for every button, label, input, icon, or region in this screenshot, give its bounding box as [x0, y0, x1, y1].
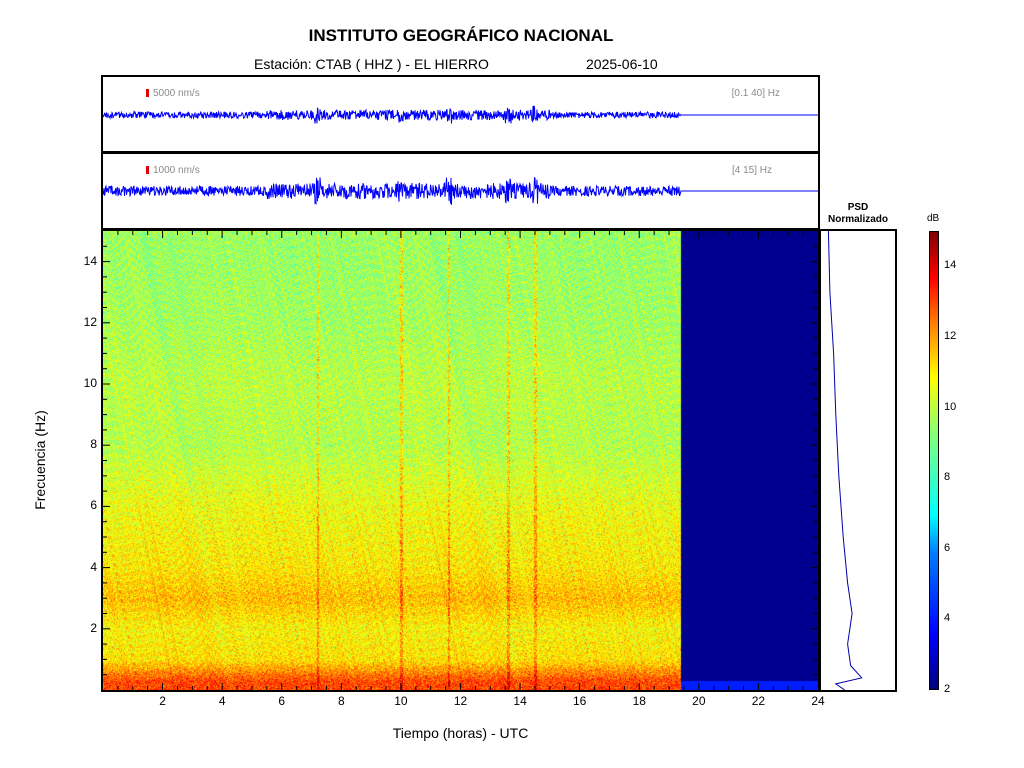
page-title: INSTITUTO GEOGRÁFICO NACIONAL — [308, 26, 614, 45]
station-label: Estación: CTAB ( HHZ ) - EL HIERRO — [254, 56, 489, 72]
colorbar-tick-label: 8 — [944, 471, 951, 484]
broadband-trace-plot — [103, 105, 818, 124]
psd-curve-plot — [827, 231, 863, 690]
y-tick-label: 8 — [90, 437, 97, 452]
frequency-band-label: [4 15] Hz — [731, 165, 772, 176]
x-tick-label: 14 — [513, 694, 527, 708]
psd-panel — [819, 229, 897, 692]
broadband-seismogram: 5000 nm/s [0.1 40] Hz — [101, 75, 820, 153]
y-axis-label: Frecuencia (Hz) — [32, 410, 48, 510]
x-tick-label: 4 — [218, 694, 226, 708]
x-tick-label: 20 — [692, 694, 706, 708]
y-tick-label: 12 — [83, 314, 97, 329]
x-tick-label: 2 — [159, 694, 166, 708]
amplitude-scale-label: 1000 nm/s — [153, 165, 200, 176]
x-tick-label: 24 — [811, 694, 825, 708]
x-tick-label: 10 — [394, 694, 408, 708]
colorbar-tick-label: 12 — [944, 329, 957, 342]
x-tick-label: 6 — [278, 694, 286, 708]
colorbar-tick-label: 4 — [944, 612, 951, 625]
psd-title: PSD Normalizado — [819, 202, 897, 226]
colorbar-tick-label: 6 — [944, 541, 951, 554]
colorbar-tick-label: 2 — [944, 683, 951, 695]
x-tick-label: 8 — [337, 694, 345, 708]
x-tick-label: 16 — [572, 694, 587, 708]
y-tick-label: 10 — [83, 376, 97, 390]
filtered-trace-plot — [103, 176, 818, 206]
spectrogram-image — [103, 231, 818, 690]
amplitude-scale-bar — [146, 89, 149, 97]
spectrogram-ticks — [103, 231, 818, 690]
colorbar-tick-label: 10 — [944, 400, 957, 413]
amplitude-scale-bar — [146, 166, 149, 174]
y-tick-label: 4 — [90, 559, 97, 574]
x-axis-label: Tiempo (horas) - UTC — [392, 725, 529, 741]
date-label: 2025-06-10 — [586, 56, 658, 72]
psd-title-line2: Normalizado — [827, 214, 888, 225]
seismogram-trace — [103, 105, 818, 124]
x-tick-label: 18 — [632, 694, 646, 708]
filtered-seismogram: 1000 nm/s [4 15] Hz — [101, 152, 820, 230]
y-tick-label: 2 — [90, 620, 97, 635]
amplitude-scale-label: 5000 nm/s — [153, 88, 200, 99]
colorbar-tick-label: 14 — [944, 259, 957, 272]
psd-curve — [827, 231, 863, 690]
x-tick-label: 22 — [751, 694, 766, 708]
colorbar-unit: dB — [927, 213, 940, 224]
y-tick-label: 14 — [83, 253, 97, 268]
y-tick-label: 6 — [90, 498, 97, 513]
colorbar — [929, 231, 939, 690]
spectrogram — [101, 229, 820, 692]
x-tick-label: 12 — [453, 694, 468, 708]
frequency-band-label: [0.1 40] Hz — [731, 88, 780, 99]
psd-title-line1: PSD — [847, 202, 869, 213]
seismogram-trace — [103, 176, 818, 206]
